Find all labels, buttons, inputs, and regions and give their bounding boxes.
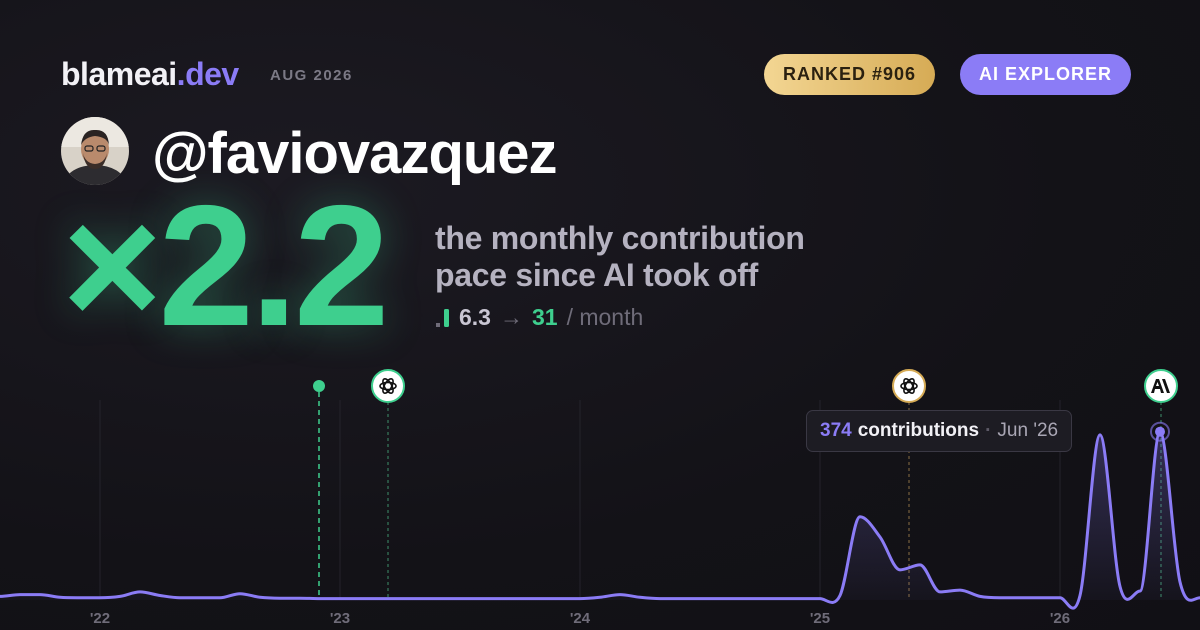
handle: @faviovazquez — [152, 121, 558, 186]
avatar — [61, 117, 129, 185]
multiplier: ×2.2 — [62, 170, 390, 362]
caption: pace since AI took off — [435, 257, 758, 293]
pace-after: 31 — [531, 304, 558, 330]
x-tick-label: '25 — [810, 610, 830, 627]
x-tick-label: '26 — [1050, 610, 1070, 627]
rank-badge: RANKED #906 — [764, 54, 936, 95]
caption: the monthly contribution — [435, 220, 805, 256]
event-icon — [892, 369, 926, 403]
highlight-point — [1155, 426, 1165, 437]
brand-name: blameai — [61, 56, 177, 92]
brand: blameai.dev — [61, 56, 239, 93]
line — [0, 430, 1200, 610]
pace-unit: / month — [566, 304, 644, 330]
period: AUG 2026 — [270, 67, 353, 84]
pace-icon — [436, 308, 449, 327]
event-icon — [371, 369, 405, 403]
tooltip-value: 374 — [820, 420, 852, 441]
tooltip-unit: contributions — [857, 420, 980, 441]
highlight-ring — [1150, 421, 1170, 442]
pace-arrow: → — [499, 304, 523, 330]
event-dot — [313, 380, 325, 392]
brand-dot: . — [176, 56, 186, 92]
x-tick-label: '24 — [570, 610, 591, 627]
x-tick-label: '23 — [330, 610, 350, 627]
x-tick-label: '22 — [90, 610, 110, 627]
tooltip-sep: · — [985, 420, 992, 441]
event-icon — [1144, 369, 1178, 403]
area — [0, 431, 1200, 609]
tooltip-date: Jun '26 — [997, 420, 1059, 441]
brand-tld: dev — [185, 56, 239, 92]
pace-before: 6.3 — [459, 304, 491, 330]
tier-badge: AI EXPLORER — [960, 54, 1132, 95]
pace: 6.3 → 31 / month — [436, 304, 643, 331]
tooltip: 374 contributions · Jun '26 — [806, 410, 1073, 452]
